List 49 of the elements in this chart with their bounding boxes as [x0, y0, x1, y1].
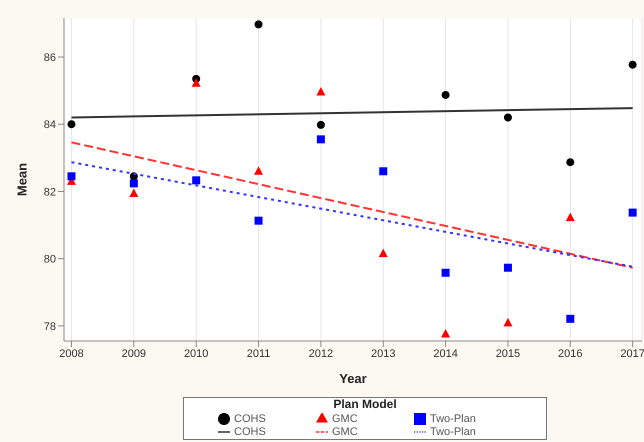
- point: [254, 20, 263, 28]
- legend-label: Two-Plan: [430, 426, 477, 439]
- y-tick-label: 86: [44, 52, 56, 64]
- x-tick-label: 2009: [122, 348, 146, 360]
- legend-label: Two-Plan: [430, 413, 477, 426]
- legend-label: COHS: [234, 413, 267, 426]
- point: [442, 90, 450, 99]
- x-tick-label: 2017: [620, 348, 644, 360]
- y-tick-label: 78: [44, 320, 56, 333]
- y-tick-label: 84: [44, 119, 56, 132]
- legend-label: GMC: [332, 413, 359, 426]
- point: [566, 212, 575, 222]
- legend-title: Plan Model: [332, 397, 398, 411]
- x-tick-label: 2010: [184, 348, 208, 360]
- x-axis-title: Year: [339, 371, 367, 386]
- point: [316, 86, 326, 96]
- y-axis-title: Mean: [14, 162, 30, 196]
- point: [254, 166, 264, 175]
- point: [504, 264, 512, 272]
- point: [67, 172, 76, 180]
- x-tick-label: 2008: [59, 348, 84, 360]
- point: [442, 268, 450, 277]
- point: [129, 188, 138, 197]
- point: [503, 318, 512, 326]
- point: [192, 78, 201, 87]
- point: [441, 328, 450, 338]
- point: [378, 248, 388, 258]
- point: [566, 314, 574, 323]
- point: [379, 167, 388, 176]
- point: [316, 120, 325, 129]
- point: [566, 158, 574, 166]
- legend-label: COHS: [234, 426, 267, 439]
- x-tick-label: 2015: [496, 348, 520, 360]
- point: [254, 216, 263, 225]
- x-tick-label: 2016: [558, 348, 583, 360]
- x-tick-label: 2011: [246, 348, 270, 360]
- point: [504, 113, 512, 122]
- y-tick-label: 80: [44, 254, 56, 266]
- point: [628, 60, 637, 69]
- point: [628, 208, 637, 217]
- point: [130, 179, 138, 188]
- point: [67, 120, 76, 128]
- y-tick-label: 82: [44, 186, 56, 198]
- legend-label: GMC: [332, 426, 359, 439]
- x-tick-label: 2013: [371, 348, 396, 360]
- x-tick-label: 2012: [308, 348, 334, 360]
- point: [316, 135, 325, 144]
- point: [192, 176, 200, 184]
- x-tick-label: 2014: [433, 348, 458, 360]
